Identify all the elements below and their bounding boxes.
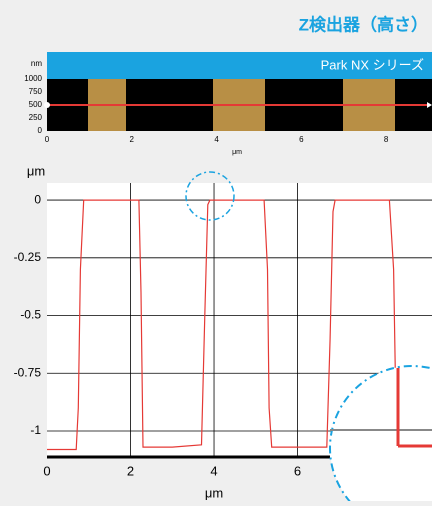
map-y-tick-label: 0 [38, 126, 43, 135]
map-unit: nm [31, 59, 42, 68]
y-tick-label: -0.75 [14, 365, 42, 379]
y-tick-label: -0.5 [20, 308, 41, 322]
map-x-label: μm [232, 149, 242, 156]
map-y-tick-label: 1000 [24, 74, 42, 83]
title: Z検出器（高さ） [299, 14, 428, 34]
x-axis-label: μm [205, 485, 223, 500]
scan-start [44, 102, 50, 108]
map-x-tick-label: 2 [130, 135, 135, 144]
x-tick-label: 6 [294, 463, 301, 478]
map-y-tick-label: 500 [29, 100, 43, 109]
map-x-tick-label: 0 [45, 135, 50, 144]
x-tick-label: 2 [127, 463, 134, 478]
page: {"header": {"title": "Z検出器（高さ）", "banner… [0, 0, 432, 501]
map-x-tick-label: 8 [384, 135, 389, 144]
map-x-tick-label: 4 [214, 135, 219, 144]
map-y-tick-label: 750 [29, 87, 43, 96]
y-tick-label: -1 [30, 423, 41, 437]
y-tick-label: 0 [34, 192, 41, 206]
x-tick-label: 0 [43, 463, 50, 478]
y-tick-label: -0.25 [14, 250, 42, 264]
x-tick-label: 4 [210, 463, 217, 478]
map-x-tick-label: 6 [299, 135, 304, 144]
map-y-tick-label: 250 [29, 113, 43, 122]
y-axis-label: μm [27, 163, 45, 178]
banner-text: Park NX シリーズ [321, 57, 424, 72]
screen: Z検出器（高さ） Park NX シリーズ nm μm μm μm 1000 75… [0, 0, 432, 501]
